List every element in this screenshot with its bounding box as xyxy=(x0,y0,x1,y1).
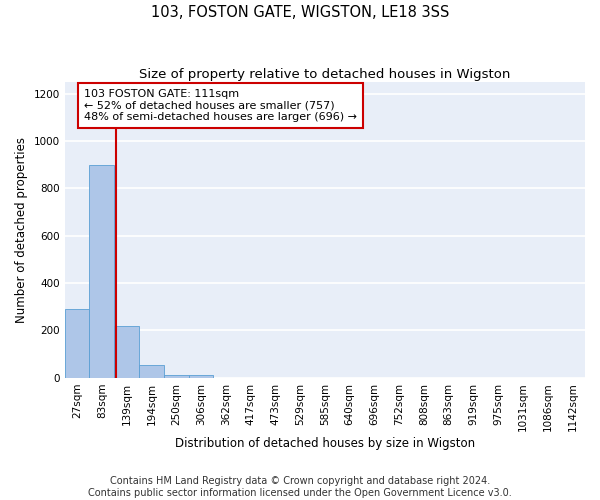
Text: Contains HM Land Registry data © Crown copyright and database right 2024.
Contai: Contains HM Land Registry data © Crown c… xyxy=(88,476,512,498)
X-axis label: Distribution of detached houses by size in Wigston: Distribution of detached houses by size … xyxy=(175,437,475,450)
Title: Size of property relative to detached houses in Wigston: Size of property relative to detached ho… xyxy=(139,68,511,80)
Text: 103 FOSTON GATE: 111sqm
← 52% of detached houses are smaller (757)
48% of semi-d: 103 FOSTON GATE: 111sqm ← 52% of detache… xyxy=(84,89,357,122)
Y-axis label: Number of detached properties: Number of detached properties xyxy=(15,136,28,323)
Bar xyxy=(89,164,114,378)
Bar xyxy=(164,376,188,378)
Bar xyxy=(65,309,89,378)
Bar xyxy=(114,326,139,378)
Bar xyxy=(139,365,164,378)
Bar xyxy=(188,376,214,378)
Text: 103, FOSTON GATE, WIGSTON, LE18 3SS: 103, FOSTON GATE, WIGSTON, LE18 3SS xyxy=(151,5,449,20)
